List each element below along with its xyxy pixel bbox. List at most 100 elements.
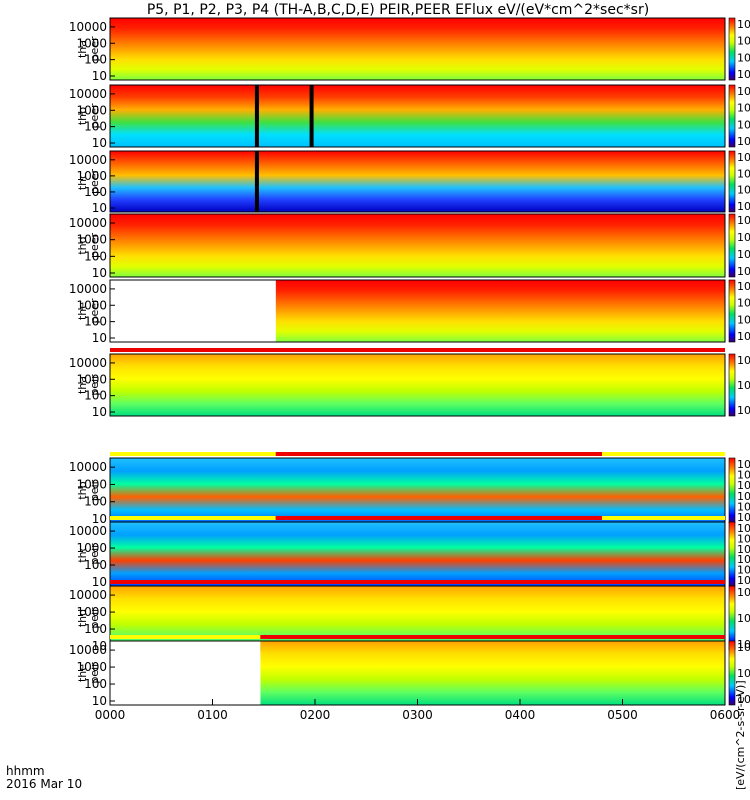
spectrogram-image [110, 586, 725, 650]
panel-probe-label: thc [76, 173, 89, 190]
x-tick-label: 0500 [607, 708, 638, 722]
colorbar [728, 213, 736, 278]
y-tick-label: 10 [92, 266, 107, 280]
panel-species-label: peer [88, 233, 101, 259]
x-tick-label: 0100 [197, 708, 228, 722]
spectrogram-image [110, 18, 725, 80]
colorbar-tick-label: 102 [737, 637, 750, 651]
spectrogram-image [110, 354, 725, 416]
y-tick-label: 1000 [76, 372, 107, 386]
data-dropout [254, 85, 259, 147]
x-tick-label: 0000 [95, 708, 126, 722]
colorbar-tick-label: 104 [737, 312, 750, 326]
x-tick-label: 0600 [710, 708, 741, 722]
colorbar-tick-label: 102 [737, 692, 750, 706]
y-tick-label: 10000 [69, 216, 107, 230]
y-tick-label: 1000 [76, 477, 107, 491]
colorbar-label: [eV/(cm^2-s-sr-eV)] [734, 680, 747, 790]
mode-bar-segment [275, 516, 602, 520]
no-data-region [110, 280, 276, 342]
colorbar [728, 150, 736, 213]
panel-probe-label: the [76, 664, 89, 682]
colorbar-tick-label: 104 [737, 117, 750, 131]
y-tick-label: 100 [84, 495, 107, 509]
colorbar-tick-label: 104 [737, 666, 750, 680]
colorbar-tick-label: 104 [737, 552, 750, 566]
mode-bar-segment [602, 516, 725, 520]
panel-species-label: peer [88, 169, 101, 195]
panel-species-label: peer [88, 36, 101, 62]
y-tick-label: 1000 [76, 605, 107, 619]
colorbar-tick-label: 107 [737, 521, 750, 535]
colorbar-tick-label: 103 [737, 563, 750, 577]
spectrogram-image [110, 151, 725, 212]
y-tick-label: 1000 [76, 36, 107, 50]
y-tick-label: 10000 [69, 588, 107, 602]
mode-bar-segment [110, 516, 276, 520]
panel-species-label: peir [88, 543, 101, 565]
panel-frame [109, 17, 726, 81]
y-tick-label: 100 [84, 185, 107, 199]
y-tick-label: 10000 [69, 356, 107, 370]
colorbar-tick-label: 102 [737, 264, 750, 278]
panel-species-label: peer [88, 103, 101, 129]
y-tick-label: 10000 [69, 643, 107, 657]
data-dropout [309, 85, 314, 147]
figure-title: P5, P1, P2, P3, P4 (TH-A,B,C,D,E) PEIR,P… [147, 2, 649, 18]
y-tick-label: 1000 [76, 103, 107, 117]
colorbar [728, 640, 736, 706]
panel-species-label: peer [88, 298, 101, 324]
colorbar-tick-label: 107 [737, 457, 750, 471]
colorbar [728, 585, 736, 651]
colorbar-tick-label: 106 [737, 585, 750, 599]
colorbar-tick-label: 102 [737, 403, 750, 417]
y-tick-label: 100 [84, 120, 107, 134]
spectrogram-image [275, 280, 725, 342]
colorbar [728, 353, 736, 417]
colorbar-tick-label: 106 [737, 296, 750, 310]
y-tick-label: 100 [84, 677, 107, 691]
panel-species-label: peir [88, 374, 101, 396]
y-tick-label: 100 [84, 558, 107, 572]
colorbar-tick-label: 108 [737, 17, 750, 31]
y-tick-label: 10 [92, 575, 107, 589]
spectrogram-image [110, 458, 725, 523]
spectrogram-image [110, 214, 725, 277]
y-tick-label: 1000 [76, 169, 107, 183]
x-tick-label: 0400 [505, 708, 536, 722]
y-tick-label: 10000 [69, 87, 107, 101]
y-tick-label: 10 [92, 405, 107, 419]
colorbar-tick-label: 106 [737, 640, 750, 654]
panel-frame [109, 150, 726, 213]
mode-bar-segment [110, 452, 276, 456]
colorbar-tick-label: 103 [737, 499, 750, 513]
panel-probe-label: tha [76, 40, 89, 58]
y-tick-label: 100 [84, 249, 107, 263]
colorbar-tick-label: 104 [737, 247, 750, 261]
mode-bar-segment [110, 580, 725, 584]
spectrogram-image [260, 641, 725, 705]
colorbar-tick-label: 108 [737, 84, 750, 98]
y-tick-label: 10 [92, 331, 107, 345]
colorbar-tick-label: 102 [737, 510, 750, 524]
panel-probe-label: tha [76, 376, 89, 394]
colorbar-tick-label: 106 [737, 531, 750, 545]
colorbar [728, 84, 736, 148]
panel-species-label: peir [88, 662, 101, 684]
y-tick-label: 10 [92, 201, 107, 215]
mode-bar-segment [260, 635, 725, 639]
colorbar [728, 17, 736, 81]
y-tick-label: 10000 [69, 20, 107, 34]
colorbar-tick-label: 104 [737, 489, 750, 503]
colorbar-tick-label: 102 [737, 573, 750, 587]
colorbar [728, 279, 736, 343]
y-tick-label: 100 [84, 315, 107, 329]
x-axis-label: hhmm [6, 764, 45, 778]
panel-frame [109, 213, 726, 278]
y-tick-label: 10000 [69, 460, 107, 474]
colorbar [728, 521, 736, 587]
